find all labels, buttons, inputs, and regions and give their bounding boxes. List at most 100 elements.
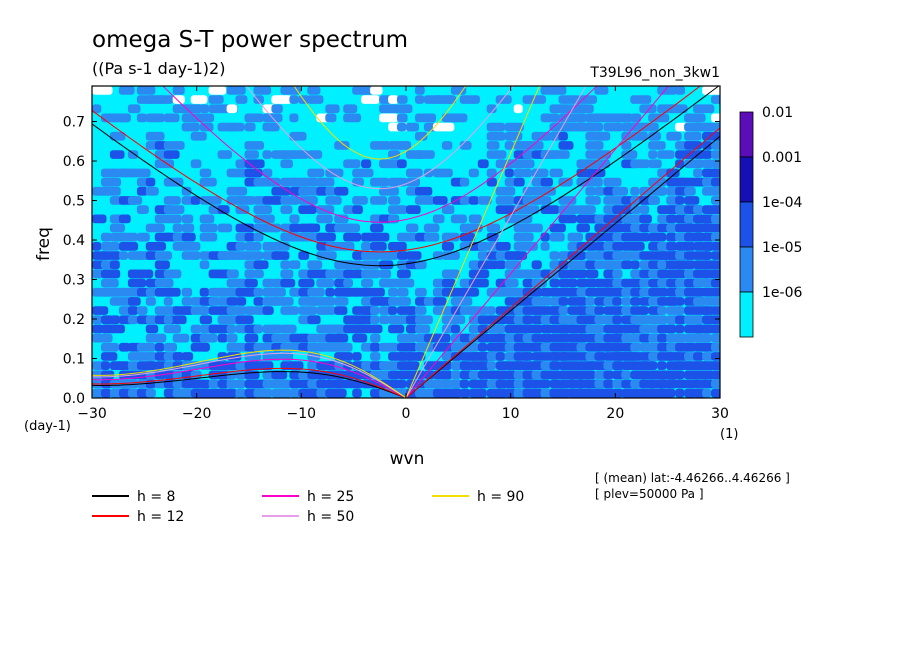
legend-label: h = 25 — [307, 489, 354, 505]
x-tick-label: 20 — [606, 406, 624, 422]
field-cell — [432, 168, 453, 178]
field-cell — [657, 214, 669, 224]
field-cell — [235, 388, 246, 398]
field-cell — [235, 223, 255, 233]
field-cell — [172, 333, 190, 343]
field-cell — [127, 297, 141, 306]
field-cell — [684, 196, 700, 205]
field-cell — [208, 379, 219, 389]
field-cell — [163, 342, 177, 352]
field-cell — [666, 131, 682, 141]
field-cell — [513, 104, 523, 114]
field-cell — [334, 352, 353, 361]
field-cell — [388, 177, 408, 187]
field-cell — [711, 379, 720, 389]
field-cell — [397, 278, 415, 288]
field-cell — [648, 150, 658, 159]
mrg-curve-h25 — [92, 358, 407, 398]
field-cell — [316, 306, 336, 315]
field-cell — [325, 196, 342, 205]
field-cell — [441, 95, 457, 104]
field-cell — [594, 159, 611, 169]
field-cell — [675, 86, 685, 95]
field-cell — [415, 324, 431, 334]
field-cell — [531, 260, 542, 270]
field-cell — [172, 315, 187, 325]
field-cell — [504, 269, 527, 279]
field-cell — [199, 177, 217, 187]
field-cell — [244, 333, 259, 343]
field-cell — [711, 95, 720, 104]
field-cell — [235, 297, 247, 306]
field-cell — [711, 260, 720, 270]
field-cell — [145, 113, 165, 123]
field-cell — [370, 352, 381, 361]
field-cell — [298, 251, 310, 260]
field-cell — [495, 352, 505, 361]
dispersion-curves — [92, 86, 720, 398]
legend-label: h = 50 — [307, 509, 354, 525]
field-cell — [280, 86, 301, 95]
field-cell — [118, 342, 131, 352]
field-cell — [711, 251, 720, 260]
field-cell — [513, 168, 526, 178]
field-cell — [397, 251, 409, 260]
field-cell — [397, 232, 417, 242]
field-cell — [92, 86, 113, 95]
field-cell — [280, 159, 293, 169]
field-cell — [693, 315, 704, 325]
colorbar-swatch — [739, 246, 754, 293]
field-cell — [92, 306, 109, 315]
field-cell — [127, 196, 143, 205]
field-cell — [415, 306, 427, 315]
field-cell — [334, 168, 344, 178]
field-cell — [244, 141, 264, 150]
field-cell — [406, 205, 421, 214]
field-cell — [154, 333, 166, 343]
field-cell — [226, 388, 237, 398]
field-cell — [307, 361, 318, 370]
field-cell — [477, 342, 488, 352]
field-cell — [711, 297, 720, 306]
legend-label: h = 12 — [137, 509, 184, 525]
field-cell — [370, 306, 380, 315]
field-cell — [154, 278, 174, 288]
field-cell — [459, 177, 470, 187]
field-cell — [244, 278, 258, 288]
field-cell — [343, 342, 353, 352]
field-cell — [711, 315, 720, 325]
kelvin-line-h25 — [405, 86, 669, 398]
field-cell — [136, 205, 149, 214]
field-cell — [388, 370, 400, 380]
field-cell — [136, 113, 148, 123]
field-cell — [594, 306, 605, 315]
field-cell — [711, 324, 720, 334]
field-cell — [280, 260, 291, 270]
field-cell — [235, 306, 247, 315]
field-cell — [468, 196, 479, 205]
field-cell — [495, 205, 517, 214]
field-cell — [675, 159, 685, 169]
y-tick-label: 0.5 — [63, 194, 85, 210]
field-cell — [271, 242, 290, 251]
field-cell — [172, 95, 185, 104]
field-cell — [127, 306, 139, 315]
field-cell — [576, 113, 587, 123]
field-cell — [522, 315, 533, 325]
field-cell — [136, 306, 148, 315]
field-cell — [666, 379, 678, 389]
field-cell — [406, 361, 420, 370]
field-cell — [621, 260, 633, 270]
field-cell — [432, 333, 451, 343]
field-cell — [612, 315, 622, 325]
field-cell — [630, 113, 642, 123]
field-cell — [334, 260, 355, 270]
field-cell — [307, 168, 325, 178]
field-cell — [495, 260, 506, 270]
y-tick-label: 0.6 — [63, 154, 85, 170]
field-cell — [549, 232, 565, 242]
field-cell — [495, 159, 507, 169]
field-cell — [540, 205, 560, 214]
field-cell — [585, 260, 598, 270]
field-cell — [468, 287, 480, 297]
